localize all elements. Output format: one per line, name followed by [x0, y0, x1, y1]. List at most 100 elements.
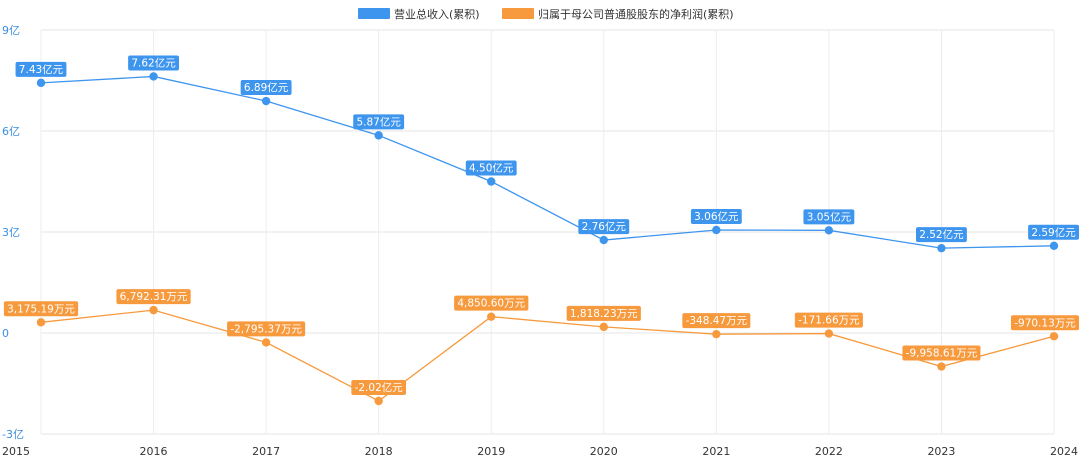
data-label-box: [1028, 224, 1079, 240]
x-tick-label: 2016: [140, 445, 168, 458]
legend-swatch: [502, 8, 534, 19]
data-point[interactable]: [487, 177, 496, 186]
data-label-text: 2.76亿元: [582, 220, 627, 233]
series-line: [40, 309, 1055, 402]
x-tick-label: 2021: [702, 445, 730, 458]
data-point[interactable]: [261, 338, 271, 347]
data-label-box: [116, 289, 191, 305]
data-label-box: [351, 380, 407, 396]
data-point[interactable]: [599, 235, 608, 245]
data-label-box: [353, 114, 405, 130]
data-point[interactable]: [937, 362, 946, 371]
grid: [40, 29, 1055, 435]
data-label-box: [454, 295, 529, 311]
legend[interactable]: 营业总收入(累积) 归属于母公司普通股股东的净利润(累积): [358, 7, 734, 21]
x-tick-label: 2015: [2, 445, 30, 458]
x-tick-label: 2018: [365, 445, 393, 458]
data-label-box: [3, 301, 79, 317]
data-label-text: 3.05亿元: [807, 210, 852, 223]
data-label-text: -348.47万元: [686, 315, 748, 327]
data-point[interactable]: [487, 312, 496, 321]
data-label-text: 6,792.31万元: [120, 291, 188, 303]
data-label-text: -2,795.37万元: [230, 323, 302, 335]
data-label: 6.89亿元: [240, 80, 292, 96]
data-point[interactable]: [36, 318, 46, 327]
data-label-text: 7.62亿元: [131, 56, 176, 69]
data-label: -9,958.61万元: [902, 345, 981, 361]
legend-item[interactable]: 归属于母公司普通股股东的净利润(累积): [502, 7, 734, 21]
data-point[interactable]: [261, 96, 271, 106]
data-label-text: -171.66万元: [798, 315, 860, 327]
data-point[interactable]: [1049, 332, 1059, 341]
data-label-box: [803, 209, 855, 225]
y-tick-label: 0: [2, 327, 9, 340]
data-label-text: 7.43亿元: [19, 63, 64, 76]
data-point[interactable]: [374, 396, 383, 406]
data-label: 3,175.19万元: [3, 301, 79, 317]
data-label: 6,792.31万元: [116, 289, 191, 305]
data-label: -2,795.37万元: [227, 321, 306, 337]
data-label: 2.52亿元: [916, 227, 967, 243]
data-label-text: 4.50亿元: [469, 162, 514, 175]
data-label: -970.13万元: [1010, 315, 1079, 331]
data-label-text: 6.89亿元: [244, 81, 289, 94]
data-label-box: [578, 219, 630, 235]
data-label: -2.02亿元: [351, 380, 407, 396]
data-point[interactable]: [937, 243, 946, 253]
legend-label: 营业总收入(累积): [394, 7, 480, 21]
data-point[interactable]: [36, 78, 46, 88]
data-label: 7.43亿元: [15, 61, 67, 77]
y-tick-label: 3亿: [2, 226, 20, 239]
data-label-box: [682, 313, 751, 329]
data-label: 3.05亿元: [803, 209, 855, 225]
data-label-box: [128, 55, 179, 71]
data-point[interactable]: [149, 72, 158, 81]
x-tick-label: 2022: [815, 445, 843, 458]
data-label-text: 3,175.19万元: [7, 303, 75, 315]
series-layer: [36, 72, 1059, 406]
y-tick-label: 9亿: [2, 24, 20, 37]
data-label-box: [690, 208, 742, 224]
data-label-text: 4,850.60万元: [457, 298, 525, 310]
data-label: 5.87亿元: [353, 114, 405, 130]
data-point[interactable]: [599, 322, 608, 332]
data-point[interactable]: [1049, 241, 1059, 251]
y-tick-label: 6亿: [2, 125, 20, 138]
data-label-text: 1,818.23万元: [570, 308, 638, 320]
series-line: [40, 75, 1055, 249]
data-point[interactable]: [712, 329, 721, 339]
data-point[interactable]: [712, 225, 721, 235]
data-point[interactable]: [824, 329, 834, 338]
data-point[interactable]: [374, 131, 383, 140]
data-label: 1,818.23万元: [566, 305, 641, 321]
data-point[interactable]: [149, 305, 158, 315]
legend-item[interactable]: 营业总收入(累积): [358, 7, 480, 21]
y-tick-label: -3亿: [2, 428, 24, 441]
data-label-box: [916, 227, 967, 243]
x-tick-label: 2023: [927, 445, 955, 458]
data-label-text: 5.87亿元: [356, 115, 401, 128]
data-label-text: -2.02亿元: [355, 381, 404, 394]
legend-swatch: [358, 8, 390, 19]
data-label-text: -970.13万元: [1014, 317, 1076, 329]
data-label-text: 2.59亿元: [1031, 226, 1076, 239]
data-label-box: [794, 312, 863, 328]
data-label-box: [566, 305, 641, 321]
data-labels-layer: 7.43亿元 7.62亿元 6.89亿元 5.87亿元 4.50亿元 2.76亿元 3.06…: [3, 55, 1079, 396]
data-label: 4,850.60万元: [454, 295, 529, 311]
data-label-box: [465, 160, 517, 176]
data-label-box: [227, 321, 306, 337]
data-label-box: [240, 80, 292, 96]
data-label: -348.47万元: [682, 313, 751, 329]
data-label: 4.50亿元: [465, 160, 517, 176]
legend-label: 归属于母公司普通股股东的净利润(累积): [538, 7, 734, 21]
data-label: 3.06亿元: [690, 208, 742, 224]
axes: 9亿 6亿 3亿 0 -3亿 2015 2016 2017 2018 2019 2020 2021 20…: [2, 24, 1078, 458]
data-label-box: [1010, 315, 1079, 331]
data-label: 2.76亿元: [578, 219, 630, 235]
data-point[interactable]: [824, 226, 834, 235]
x-tick-label: 2019: [477, 445, 505, 458]
data-label: 7.62亿元: [128, 55, 179, 71]
data-label-box: [902, 345, 981, 361]
data-label-text: -9,958.61万元: [906, 348, 978, 360]
